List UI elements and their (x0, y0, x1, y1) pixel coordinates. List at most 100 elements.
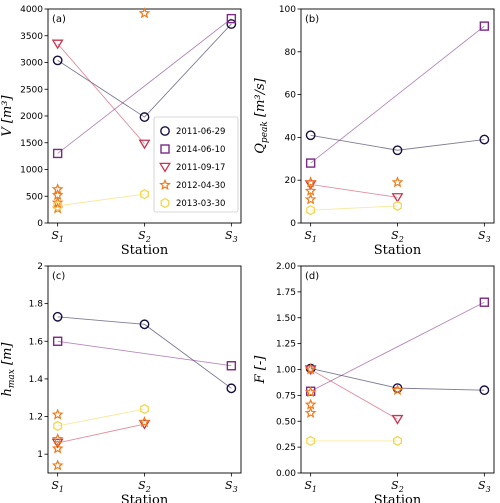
y-tick-label: 1 (37, 450, 43, 460)
data-point (306, 131, 314, 139)
x-tick-label: S3 (225, 229, 238, 244)
panel-label: (d) (305, 271, 319, 282)
panel-a: 0 500 1000 1500 2000 2500 3000 3500 4000 S1 S2 S3 St… (0, 5, 241, 258)
y-tick-label: 500 (26, 192, 43, 202)
y-tick-label: 0.00 (276, 469, 296, 479)
y-tick-label: 0.50 (276, 417, 296, 427)
y-tick-label: 0 (290, 219, 296, 229)
series-line (58, 44, 145, 144)
x-axis-label: Station (121, 493, 169, 503)
y-tick-label: 2 (37, 262, 43, 272)
x-tick-label: S1 (51, 479, 64, 494)
series-line (58, 317, 232, 389)
panel-c: 1 1.2 1.4 1.6 1.8 2 S1 S2 S3 Station hmax [m] (c) (0, 262, 241, 503)
y-tick-label: 1.25 (276, 340, 296, 350)
series-2011-09-17 (306, 181, 402, 202)
legend-label: 2011-06-29 (176, 127, 225, 137)
y-tick-label: 40 (285, 133, 297, 143)
x-tick-label: S3 (478, 229, 491, 244)
y-tick-label: 1.4 (29, 375, 44, 385)
legend-label: 2014-06-10 (176, 145, 225, 155)
x-tick-label: S3 (478, 479, 491, 494)
y-tick-label: 1.50 (276, 314, 296, 324)
y-tick-label: 20 (285, 176, 297, 186)
data-point (393, 386, 402, 394)
series-line (58, 424, 145, 443)
x-tick-label: S2 (391, 229, 404, 244)
y-axis-label: V [m³] (0, 94, 15, 136)
series-2014-06-10 (307, 22, 489, 167)
x-axis-label: Station (374, 493, 422, 503)
x-axis-label: Station (374, 243, 422, 258)
y-tick-label: 4000 (20, 5, 43, 15)
y-tick-label: 60 (285, 91, 297, 101)
series-line (311, 370, 398, 420)
y-tick-label: 2.00 (276, 262, 296, 272)
y-tick-label: 1500 (20, 139, 43, 149)
y-tick-label: 1.00 (276, 366, 296, 376)
series-2011-06-29 (306, 131, 488, 154)
x-tick-label: S1 (51, 229, 64, 244)
series-2014-06-10 (54, 337, 236, 369)
y-tick-label: 1.2 (29, 413, 43, 423)
panel-d: 0.00 0.25 0.50 0.75 1.00 1.25 1.50 1.75 2.00 S1 S2… (253, 262, 494, 503)
panel-label: (c) (52, 271, 65, 282)
y-tick-label: 80 (285, 48, 297, 58)
series-line (58, 409, 145, 426)
y-tick-label: 1.8 (29, 300, 44, 310)
y-tick-label: 2000 (20, 112, 43, 122)
y-tick-label: 0 (37, 219, 43, 229)
data-point (53, 410, 62, 418)
x-axis-label: Station (121, 243, 169, 258)
axes-frame (48, 266, 241, 473)
data-point (140, 9, 149, 17)
legend-label: 2013-03-30 (176, 199, 225, 209)
data-point (306, 195, 315, 203)
y-tick-label: 3500 (20, 32, 43, 42)
series-2013-03-30 (307, 201, 401, 214)
y-tick-label: 0.75 (276, 391, 296, 401)
data-point (393, 194, 403, 202)
x-tick-label: S2 (138, 229, 151, 244)
legend: 2011-06-292014-06-102011-09-172012-04-30… (154, 117, 238, 212)
series-2011-06-29 (53, 313, 235, 393)
series-line (311, 206, 398, 210)
x-tick-label: S1 (304, 229, 317, 244)
panel-b: 0 20 40 60 80 100 S1 S2 S3 Station Qpeak [m³/s] (b) (253, 5, 494, 258)
series-line (311, 184, 398, 197)
series-line (58, 194, 145, 206)
data-point (393, 178, 402, 186)
x-tick-label: S2 (391, 479, 404, 494)
series-2013-03-30 (54, 190, 148, 211)
x-tick-label: S1 (304, 479, 317, 494)
y-tick-label: 0.25 (276, 443, 296, 453)
panel-label: (b) (305, 14, 319, 25)
y-tick-label: 100 (279, 5, 296, 15)
y-axis-label: hmax [m] (0, 342, 17, 397)
x-tick-label: S2 (138, 479, 151, 494)
series-2012-04-30 (53, 410, 149, 469)
series-2013-03-30 (307, 437, 401, 446)
data-point (393, 416, 403, 424)
data-point (53, 461, 62, 469)
data-point (306, 408, 315, 416)
series-line (58, 341, 232, 365)
series-2011-09-17 (306, 366, 402, 424)
series-line (311, 302, 485, 391)
y-tick-label: 1.6 (29, 337, 44, 347)
axes-frame (301, 266, 494, 473)
y-axis-label: Qpeak [m³/s] (253, 77, 270, 153)
y-tick-label: 1000 (20, 166, 43, 176)
y-tick-label: 1.75 (276, 288, 296, 298)
series-2011-09-17 (53, 40, 149, 148)
y-tick-label: 3000 (20, 59, 43, 69)
panel-label: (a) (52, 14, 66, 25)
legend-label: 2011-09-17 (176, 163, 225, 173)
y-axis-label: F [-] (253, 355, 268, 385)
data-point (140, 140, 150, 148)
x-tick-label: S3 (225, 479, 238, 494)
series-2012-04-30 (306, 365, 402, 417)
series-line (58, 24, 232, 117)
series-2014-06-10 (307, 298, 489, 395)
